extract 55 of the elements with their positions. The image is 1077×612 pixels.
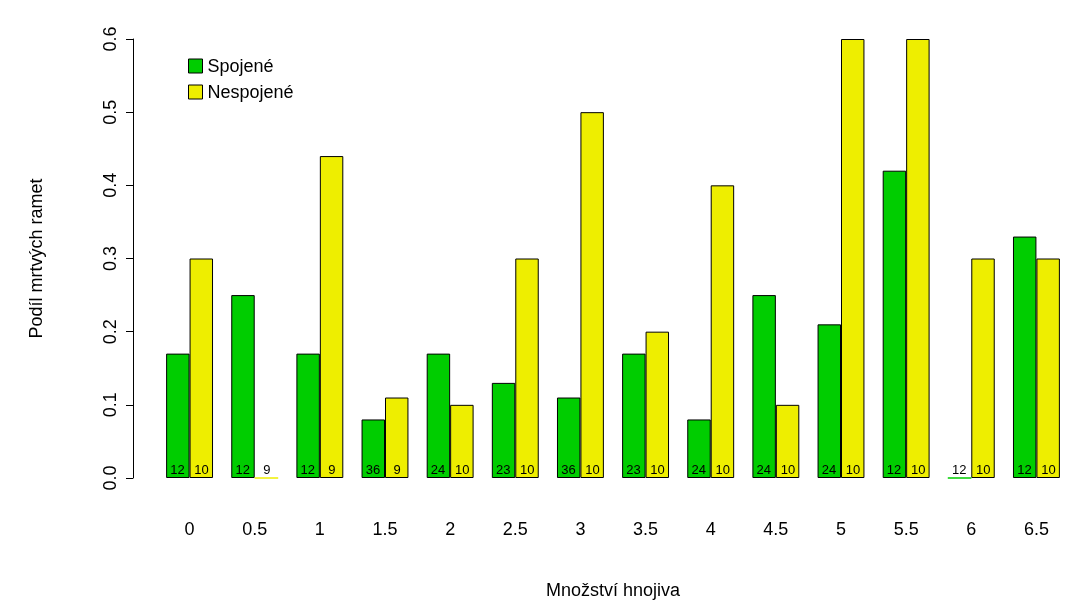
x-tick-label: 5.5 — [893, 519, 919, 539]
annotation: 10 — [454, 462, 470, 477]
legend-label: Nespojené — [207, 82, 294, 102]
legend-label: Spojené — [207, 56, 274, 76]
annotation: 10 — [976, 462, 991, 477]
x-tick-label: 4 — [705, 519, 716, 539]
y-tick-label: 0.3 — [100, 245, 120, 272]
y-tick-label: 0.5 — [100, 99, 120, 125]
annotation: 12 — [300, 462, 316, 477]
y-tick-label: 0.1 — [100, 392, 120, 418]
x-tick-label: 6.5 — [1023, 519, 1049, 539]
y-axis-title: Podíl mrtvých ramet — [26, 178, 46, 339]
annotation: 24 — [821, 462, 837, 477]
annotation: 12 — [952, 462, 967, 477]
x-tick-label: 3.5 — [633, 519, 659, 539]
x-tick-label: 2.5 — [502, 519, 528, 539]
annotation: 24 — [756, 462, 772, 477]
x-tick-label: 6 — [966, 519, 977, 539]
annotation: 10 — [1041, 462, 1056, 477]
annotation: 12 — [170, 462, 185, 477]
bar — [231, 295, 255, 478]
annotation: 10 — [585, 462, 600, 477]
annotation: 9 — [263, 462, 271, 477]
annotation: 12 — [886, 462, 902, 477]
x-tick-label: 0 — [184, 519, 195, 539]
annotation: 10 — [845, 462, 861, 477]
annotation: 10 — [715, 462, 730, 477]
annotation: 10 — [650, 462, 665, 477]
annotation: 36 — [561, 462, 576, 477]
annotation: 36 — [365, 462, 381, 477]
y-tick-label: 0.2 — [100, 319, 120, 345]
y-tick-label: 0.4 — [100, 172, 120, 198]
annotation: 12 — [1017, 462, 1032, 477]
y-tick-label: 0.0 — [100, 465, 120, 491]
x-tick-label: 1 — [314, 519, 325, 539]
annotation: 24 — [691, 462, 706, 477]
annotation: 24 — [430, 462, 446, 477]
annotation: 23 — [496, 462, 511, 477]
x-tick-label: 5 — [835, 519, 847, 539]
annotation: 10 — [194, 462, 209, 477]
annotation: 9 — [328, 462, 336, 477]
x-tick-label: 3 — [575, 519, 586, 539]
x-tick-label: 0.5 — [242, 519, 268, 539]
y-tick-label: 0.6 — [100, 26, 120, 52]
annotation: 9 — [393, 462, 401, 477]
annotation: 10 — [780, 462, 796, 477]
annotation: 10 — [910, 462, 926, 477]
bar — [971, 258, 995, 478]
annotation: 10 — [520, 462, 535, 477]
x-tick-label: 2 — [445, 519, 456, 539]
annotation: 12 — [235, 462, 250, 477]
x-tick-label: 4.5 — [763, 519, 789, 539]
x-tick-label: 1.5 — [372, 519, 398, 539]
annotation: 23 — [626, 462, 641, 477]
x-axis-title: Množství hnojiva — [545, 580, 682, 600]
